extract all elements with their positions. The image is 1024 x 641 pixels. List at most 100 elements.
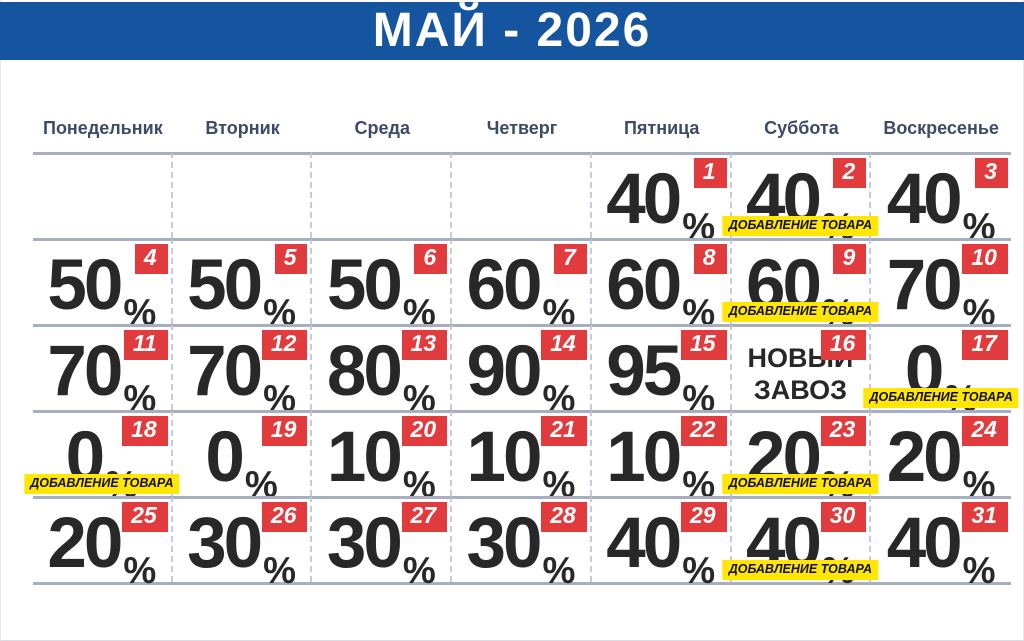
product-addition-note: ДОБАВЛЕНИЕ ТОВАРА: [24, 473, 180, 494]
discount-value: 20%: [47, 502, 156, 589]
weekday-label-saturday: Суббота: [764, 118, 839, 138]
weekday-label-tuesday: Вторник: [205, 118, 280, 138]
discount-number: 95: [606, 332, 682, 411]
day-cell-17: 170%ДОБАВЛЕНИЕ ТОВАРА: [863, 324, 1019, 417]
day-number-badge: 18: [122, 416, 168, 446]
percent-sign: %: [263, 550, 296, 591]
discount-number: 50: [187, 246, 263, 325]
day-number-badge: 30: [820, 502, 867, 532]
day-number-badge: 2: [833, 158, 867, 188]
weekday-header-row: Понедельник Вторник Среда Четверг Пятниц…: [33, 118, 1011, 139]
month-title: МАЙ - 2026: [372, 4, 652, 57]
discount-value: 20%: [886, 416, 996, 503]
discount-number: 30: [187, 504, 263, 583]
discount-number: 70: [886, 246, 963, 325]
empty-day-cell: [33, 152, 173, 238]
day-cell-2: 240%ДОБАВЛЕНИЕ ТОВАРА: [722, 152, 879, 245]
discount-value: 70%: [187, 330, 296, 417]
discount-number: 50: [326, 246, 403, 325]
day-cell-13: 13 80%: [312, 324, 453, 417]
day-cell-9: 960%ДОБАВЛЕНИЕ ТОВАРА: [722, 238, 879, 331]
day-cell-10: 10 70%: [871, 238, 1011, 331]
discount-number: 40: [886, 160, 963, 239]
discount-number: 90: [466, 332, 543, 411]
empty-day-cell: [312, 152, 453, 238]
empty-day-cell: [172, 152, 313, 238]
day-number-badge: 14: [541, 330, 587, 360]
discount-number: 70: [187, 332, 263, 411]
day-number-badge: 3: [975, 158, 1008, 188]
discount-number: 40: [886, 504, 963, 583]
product-addition-note: ДОБАВЛЕНИЕ ТОВАРА: [722, 473, 879, 494]
day-number-badge: 11: [123, 330, 168, 360]
discount-value: 30%: [467, 502, 576, 589]
day-cell-5: 5 50%: [172, 238, 313, 331]
day-cell-27: 27 30%: [312, 496, 453, 589]
empty-day-cell: [452, 152, 592, 238]
day-number-badge: 17: [962, 330, 1008, 360]
discount-number: 60: [606, 246, 682, 325]
day-number-badge: 15: [680, 330, 727, 360]
day-number-badge: 31: [962, 502, 1008, 532]
discount-value: 40%: [886, 502, 996, 589]
discount-number: 80: [326, 332, 403, 411]
product-addition-note: ДОБАВЛЕНИЕ ТОВАРА: [722, 559, 879, 580]
day-number-badge: 1: [693, 158, 727, 188]
day-cell-24: 24 20%: [871, 410, 1011, 503]
product-addition-note: ДОБАВЛЕНИЕ ТОВАРА: [722, 215, 879, 236]
percent-sign: %: [962, 550, 996, 591]
day-cell-12: 12 70%: [172, 324, 313, 417]
day-number-badge: 10: [962, 244, 1008, 274]
percent-sign: %: [682, 550, 716, 591]
day-cell-28: 28 30%: [452, 496, 592, 589]
discount-value: 50%: [326, 244, 436, 331]
day-cell-21: 21 10%: [452, 410, 592, 503]
day-number-badge: 23: [820, 416, 867, 446]
discount-value: 40%: [606, 158, 715, 245]
day-cell-11: 11 70%: [33, 324, 173, 417]
discount-number: 20: [886, 418, 963, 497]
day-number-badge: 29: [680, 502, 727, 532]
day-number-badge: 21: [541, 416, 587, 446]
discount-number: 30: [326, 504, 403, 583]
day-cell-19: 19 0%: [172, 410, 313, 503]
percent-sign: %: [402, 550, 436, 591]
product-addition-note: ДОБАВЛЕНИЕ ТОВАРА: [722, 301, 879, 322]
discount-value: 30%: [187, 502, 296, 589]
discount-value: 40%: [606, 502, 715, 589]
discount-value: 30%: [326, 502, 436, 589]
day-number-badge: 7: [554, 244, 587, 274]
day-number-badge: 25: [122, 502, 168, 532]
day-cell-3: 3 40%: [871, 152, 1011, 245]
calendar-grid: 140%240%ДОБАВЛЕНИЕ ТОВАРА340%450%550%650…: [24, 152, 1019, 589]
discount-number: 40: [606, 160, 682, 239]
day-number-badge: 20: [401, 416, 448, 446]
percent-sign: %: [542, 550, 576, 591]
day-number-badge: 8: [693, 244, 727, 274]
day-number-badge: 5: [274, 244, 308, 274]
day-number-badge: 13: [401, 330, 448, 360]
day-cell-22: 22 10%: [591, 410, 732, 503]
day-number-badge: 4: [134, 244, 168, 274]
weekday-label-monday: Понедельник: [43, 118, 163, 138]
day-number-badge: 6: [414, 244, 448, 274]
discount-number: 20: [47, 504, 123, 583]
day-number-badge: 12: [261, 330, 308, 360]
day-cell-29: 29 40%: [591, 496, 732, 589]
discount-number: 0: [205, 418, 244, 497]
discount-number: 60: [466, 246, 543, 325]
weekday-label-wednesday: Среда: [354, 118, 410, 138]
day-number-badge: 9: [833, 244, 867, 274]
day-number-badge: 26: [261, 502, 308, 532]
discount-number: 10: [466, 418, 543, 497]
day-cell-26: 26 30%: [172, 496, 313, 589]
day-cell-15: 15 95%: [591, 324, 732, 417]
day-cell-4: 4 50%: [33, 238, 173, 331]
day-number-badge: 28: [541, 502, 587, 532]
day-number-badge: 19: [261, 416, 308, 446]
discount-value: 90%: [466, 330, 576, 417]
day-cell-20: 20 10%: [312, 410, 453, 503]
day-number-badge: 16: [820, 330, 867, 360]
product-addition-note: ДОБАВЛЕНИЕ ТОВАРА: [863, 387, 1019, 408]
